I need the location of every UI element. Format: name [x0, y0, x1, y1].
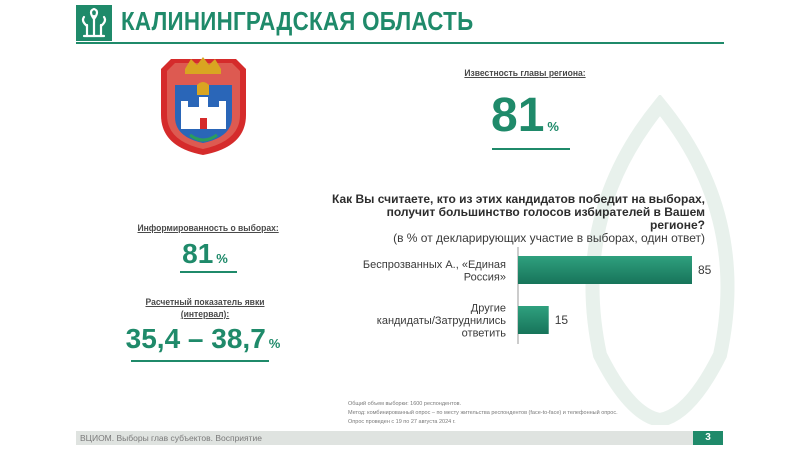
- bar-value-label-1: 15: [555, 313, 569, 327]
- note-method: Метод: комбинированный опрос – по месту …: [348, 410, 618, 416]
- informed-label: Информированность о выборах:: [137, 223, 279, 234]
- tree-logo-icon: [81, 7, 107, 38]
- category-label-1-2: ответить: [462, 328, 507, 340]
- note-dates: Опрос проведен с 19 по 27 августа 2024 г…: [348, 419, 456, 425]
- leaf-watermark-icon: [585, 95, 735, 425]
- informed-number: 81: [182, 238, 214, 269]
- category-label-0-1: Россия»: [464, 271, 506, 283]
- category-label-1-0: Другие: [471, 303, 506, 315]
- recognition-unit: %: [547, 119, 559, 134]
- methodology-notes: Общий объем выборки: 1600 респондентов. …: [348, 400, 618, 427]
- page-number: 3: [693, 431, 723, 445]
- question-line-1: Как Вы считаете, кто из этих кандидатов …: [332, 192, 705, 206]
- bar-0: [518, 256, 692, 284]
- recognition-value: 81%: [470, 88, 580, 143]
- note-sample: Общий объем выборки: 1600 респондентов.: [348, 401, 462, 407]
- recognition-label: Известность главы региона:: [464, 68, 586, 79]
- informed-unit: %: [216, 251, 228, 266]
- turnout-rule: [131, 360, 269, 362]
- turnout-number: 35,4 – 38,7: [125, 323, 266, 354]
- bar-value-label-0: 85: [698, 263, 712, 277]
- category-label-1-1: кандидаты/Затруднились: [377, 315, 506, 327]
- informed-rule: [180, 271, 237, 273]
- page-title: КАЛИНИНГРАДСКАЯ ОБЛАСТЬ: [121, 6, 474, 36]
- survey-question: Как Вы считаете, кто из этих кандидатов …: [330, 193, 705, 245]
- turnout-label-1: Расчетный показатель явки: [145, 297, 265, 308]
- category-label-0-0: Беспрозванных А., «Единая: [363, 259, 506, 271]
- footer-bar: [76, 431, 723, 445]
- turnout-unit: %: [268, 336, 281, 351]
- footer-source: ВЦИОМ. Выборы глав субъектов. Восприятие: [80, 433, 263, 443]
- bar-1: [518, 306, 549, 334]
- coat-of-arms-icon: [161, 57, 246, 155]
- recognition-rule: [492, 148, 570, 150]
- turnout-label-2: (интервал):: [180, 309, 230, 320]
- turnout-value: 35,4 – 38,7%: [118, 323, 288, 355]
- recognition-number: 81: [491, 89, 545, 142]
- header-divider: [76, 42, 724, 44]
- informed-value: 81%: [150, 238, 260, 270]
- question-line-2: получит большинство голосов избирателей …: [386, 205, 705, 232]
- question-line-3: (в % от декларирующих участие в выборах,…: [393, 231, 705, 245]
- vciom-logo: [76, 5, 112, 41]
